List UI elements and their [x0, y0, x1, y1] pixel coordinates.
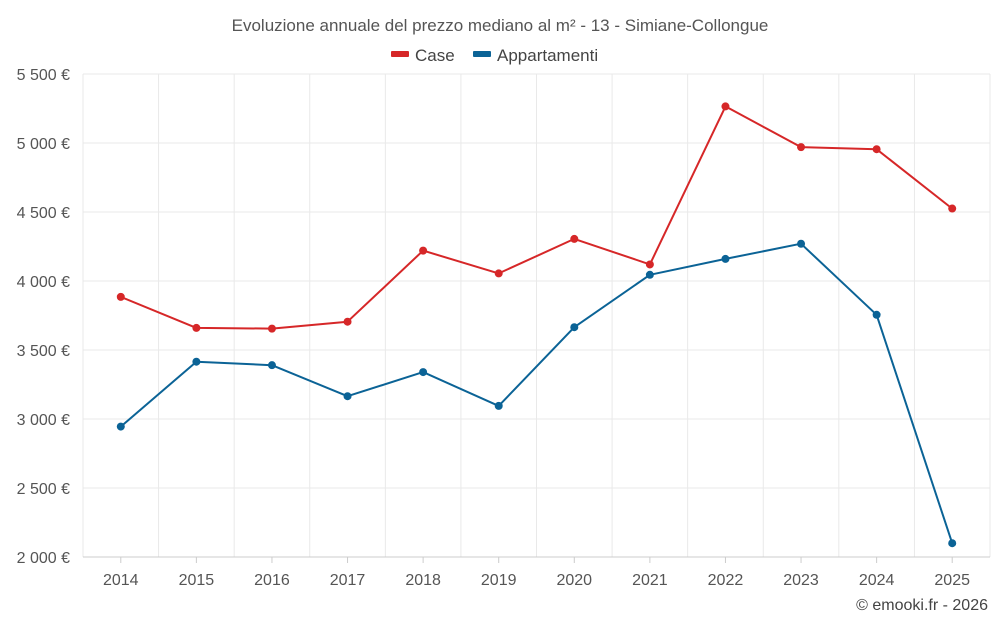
data-point-appartamenti[interactable] — [267, 361, 276, 370]
data-point-case[interactable] — [872, 145, 881, 154]
x-tick-label: 2021 — [632, 572, 668, 589]
x-tick-label: 2020 — [556, 572, 592, 589]
data-point-case[interactable] — [797, 143, 806, 152]
series-line-appartamenti — [120, 242, 954, 544]
data-point-appartamenti[interactable] — [797, 239, 806, 248]
x-tick-label: 2022 — [708, 572, 744, 589]
data-point-appartamenti[interactable] — [343, 392, 352, 401]
y-tick-label: 2 000 € — [17, 550, 70, 567]
chart-title: Evoluzione annuale del prezzo mediano al… — [232, 16, 769, 35]
x-tick-label: 2024 — [859, 572, 895, 589]
legend-label: Case — [415, 46, 455, 65]
legend-swatch — [391, 51, 409, 57]
x-tick-label: 2025 — [934, 572, 970, 589]
data-point-case[interactable] — [948, 204, 957, 213]
legend-label: Appartamenti — [497, 46, 598, 65]
x-axis: 2014 2015 2016 2017 2018 2019 2020 2021 2022 2023… — [83, 556, 990, 589]
credit-text: © emooki.fr - 2026 — [856, 597, 988, 614]
data-point-appartamenti[interactable] — [192, 357, 201, 366]
y-tick-label: 2 500 € — [17, 481, 70, 498]
legend-swatch — [473, 51, 491, 57]
y-tick-label: 5 500 € — [17, 67, 70, 84]
data-point-case[interactable] — [494, 269, 503, 278]
data-point-case[interactable] — [192, 323, 201, 332]
data-point-appartamenti[interactable] — [645, 270, 654, 279]
legend-item-appartamenti[interactable]: Appartamenti — [473, 46, 598, 65]
data-point-appartamenti[interactable] — [721, 254, 730, 263]
y-tick-label: 4 500 € — [17, 205, 70, 222]
data-point-appartamenti[interactable] — [419, 368, 428, 377]
y-tick-label: 3 000 € — [17, 412, 70, 429]
y-axis: 2 000 € 2 500 € 3 000 € 3 500 € 4 000 € 4 500… — [17, 67, 70, 567]
data-point-case[interactable] — [419, 246, 428, 255]
data-point-case[interactable] — [645, 260, 654, 269]
legend-item-case[interactable]: Case — [391, 46, 455, 65]
data-point-case[interactable] — [343, 317, 352, 326]
data-point-case[interactable] — [570, 234, 579, 243]
chart-grid — [82, 73, 991, 558]
data-point-appartamenti[interactable] — [494, 401, 503, 410]
x-tick-label: 2023 — [783, 572, 819, 589]
data-point-appartamenti[interactable] — [948, 539, 957, 548]
x-tick-label: 2014 — [103, 572, 139, 589]
chart-series — [116, 102, 957, 548]
data-point-appartamenti[interactable] — [116, 422, 125, 431]
data-point-case[interactable] — [721, 102, 730, 111]
x-tick-label: 2019 — [481, 572, 517, 589]
y-tick-label: 5 000 € — [17, 136, 70, 153]
series-line-case — [120, 105, 953, 330]
x-tick-label: 2017 — [330, 572, 366, 589]
x-tick-label: 2016 — [254, 572, 290, 589]
chart-legend: Case Appartamenti — [391, 46, 598, 65]
y-tick-label: 4 000 € — [17, 274, 70, 291]
data-point-case[interactable] — [116, 292, 125, 301]
y-tick-label: 3 500 € — [17, 343, 70, 360]
data-point-appartamenti[interactable] — [872, 310, 881, 319]
data-point-appartamenti[interactable] — [570, 323, 579, 332]
x-tick-label: 2018 — [405, 572, 441, 589]
data-point-case[interactable] — [267, 324, 276, 333]
x-tick-label: 2015 — [179, 572, 215, 589]
